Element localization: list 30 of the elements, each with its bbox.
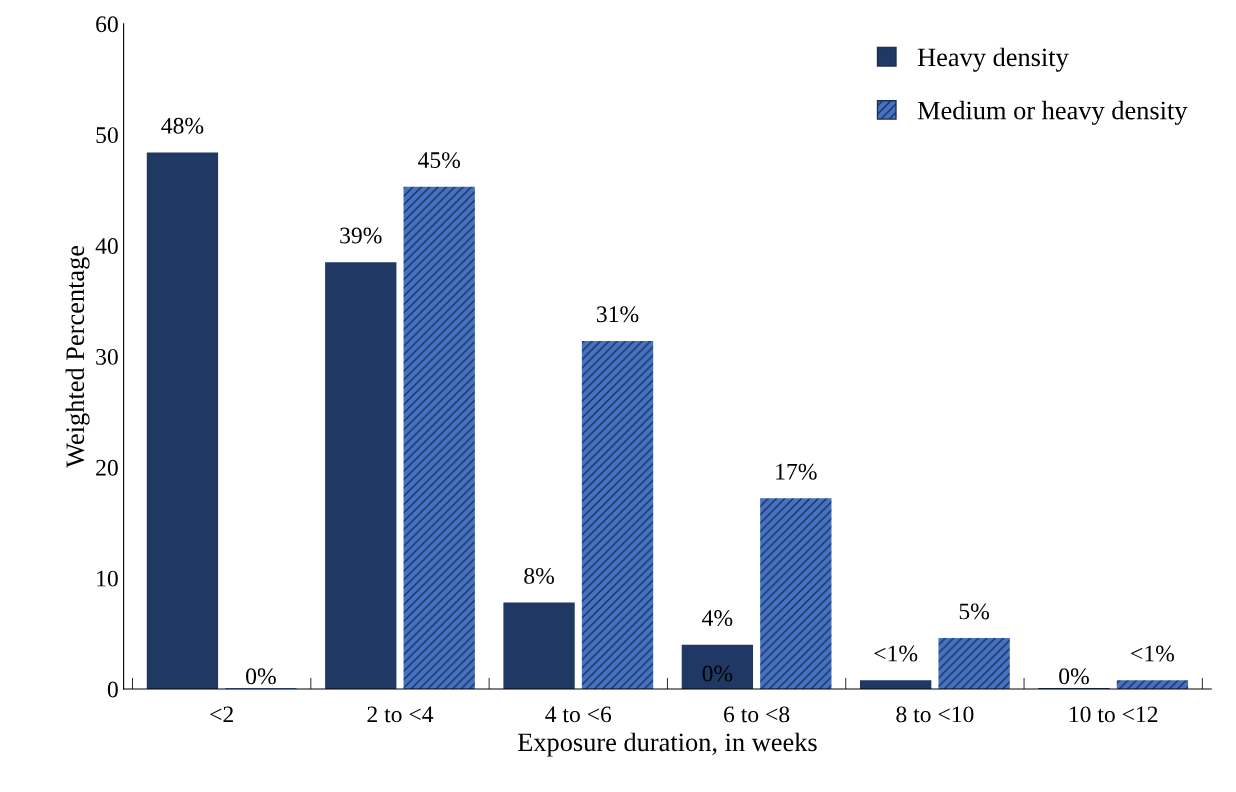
y-tick-label: 10 xyxy=(97,570,118,587)
data-label: 31% xyxy=(597,306,639,323)
y-tick-label: 60 xyxy=(96,16,118,33)
x-tick-label: 6 to <8 xyxy=(724,706,790,723)
y-tick-label: 50 xyxy=(96,127,118,144)
annotation: 0% xyxy=(702,665,733,682)
data-label: 5% xyxy=(959,603,990,620)
y-tick-label: 20 xyxy=(96,459,118,476)
data-label: 17% xyxy=(776,463,817,480)
x-tick-label: 10 to <12 xyxy=(1069,706,1158,723)
x-tick-label: 2 to <4 xyxy=(367,706,434,723)
data-label: 4% xyxy=(702,610,733,627)
x-tick-label: 4 to <6 xyxy=(545,706,612,723)
data-label: 0% xyxy=(1059,668,1089,685)
data-label: <1% xyxy=(874,645,918,662)
y-tick-label: 0 xyxy=(107,681,118,698)
data-label: 39% xyxy=(340,227,382,244)
data-label: 0% xyxy=(246,668,276,685)
legend-label: Medium or heavy density xyxy=(917,100,1188,125)
x-tick-label: <2 xyxy=(210,706,233,723)
legend-label: Heavy density xyxy=(917,47,1069,72)
data-label: 48% xyxy=(161,117,204,134)
x-tick-label: 8 to <10 xyxy=(896,706,974,723)
y-tick-label: 40 xyxy=(95,238,118,254)
x-axis-title: Exposure duration, in weeks xyxy=(517,732,817,757)
data-label: 8% xyxy=(524,567,554,584)
data-label: 45% xyxy=(418,152,461,169)
y-tick-label: 30 xyxy=(96,348,118,365)
y-axis-title: Weighted Percentage xyxy=(65,245,90,468)
data-label: <1% xyxy=(1131,645,1175,662)
